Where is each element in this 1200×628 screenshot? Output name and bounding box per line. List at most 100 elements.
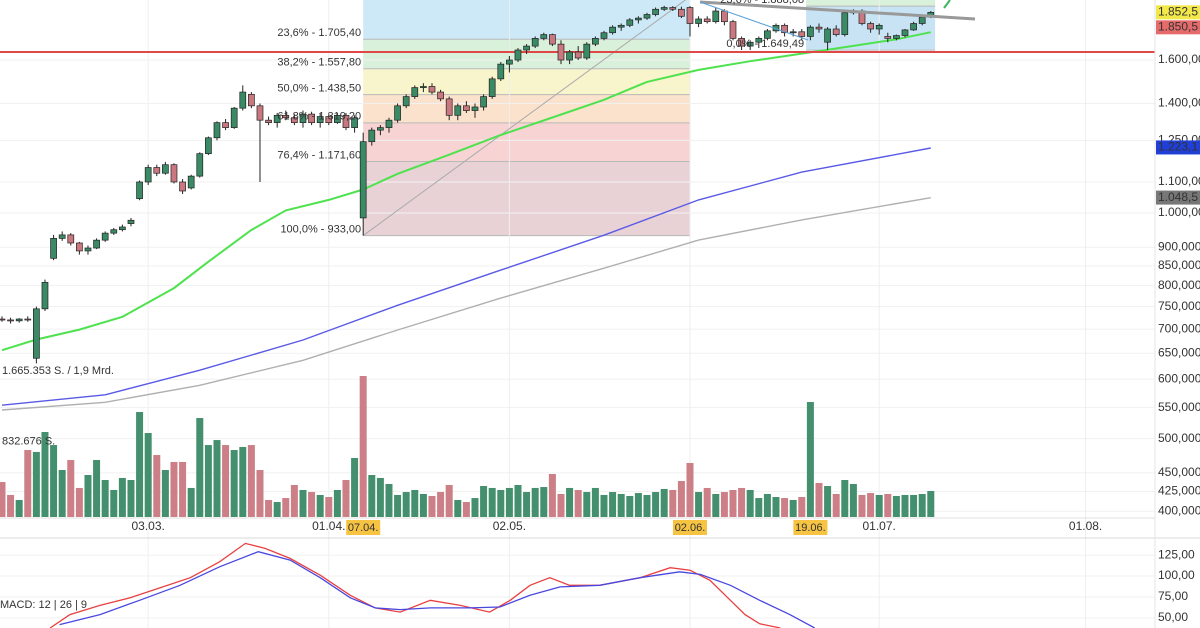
candle-body: [506, 59, 513, 65]
candle-body: [316, 116, 324, 123]
y-tick-label: 750,000: [1158, 299, 1200, 313]
candle-body: [488, 78, 496, 97]
background-layer: [363, 0, 936, 237]
volume-bar: [50, 445, 58, 517]
candle-body: [394, 105, 401, 121]
candle-body: [385, 119, 393, 128]
candle-body: [617, 24, 625, 28]
candle-body: [549, 34, 556, 45]
candle-body: [901, 29, 909, 36]
volume-bar: [428, 496, 436, 517]
volume-bar: [849, 483, 857, 517]
y-tick-label: 425,000: [1158, 484, 1200, 498]
volume-bar: [824, 486, 832, 517]
date-marker-label: 07.04.: [348, 522, 379, 534]
y-tick-label: 650,000: [1158, 345, 1200, 359]
candle-body: [265, 119, 272, 123]
candle-body: [273, 114, 281, 123]
candle-body: [884, 36, 892, 39]
volume-bar: [93, 460, 101, 517]
candle-body: [33, 308, 40, 359]
candle-body: [557, 43, 565, 61]
volume-bar: [394, 494, 402, 517]
x-tick-label: 01.04.: [312, 519, 345, 533]
candle-body: [248, 93, 255, 107]
candle-body: [411, 87, 419, 97]
price-layer: [0, 0, 1155, 411]
candle-body: [815, 26, 823, 30]
candle-body: [652, 8, 659, 15]
volume-bar: [75, 487, 83, 517]
candle-body: [0, 318, 6, 321]
x-tick-label: 01.07.: [863, 519, 896, 533]
volume-bar: [514, 484, 522, 517]
macd-tick-label: 50,00: [1158, 610, 1188, 624]
fib-label: 100,0% - 933,00: [280, 223, 361, 235]
volume-bar: [368, 475, 376, 517]
candle-body: [334, 114, 341, 123]
price-tag-label: 1.852,5: [1158, 4, 1198, 18]
volume-bar: [480, 486, 488, 517]
volume-bar: [686, 462, 694, 517]
volume-bar: [695, 492, 703, 517]
macd-tick-label: 100,00: [1158, 568, 1195, 582]
volume-bar: [127, 480, 135, 517]
candle-body: [420, 86, 427, 88]
volume-bar: [445, 484, 453, 517]
volume-bar: [815, 482, 823, 517]
candle-body: [583, 43, 591, 59]
y-tick-label: 1.400,00: [1158, 96, 1200, 110]
volume-bar: [858, 494, 866, 517]
moving-average: [1, 31, 932, 352]
volume-bar: [454, 499, 462, 517]
volume-bar: [712, 493, 720, 517]
volume-bar: [265, 499, 273, 517]
moving-average: [1, 197, 931, 411]
volume-bar: [0, 482, 6, 517]
candle-body: [540, 34, 548, 39]
candle-body: [463, 105, 470, 111]
date-marker: [346, 520, 381, 535]
fib-label: 0,0% - 1.649,49: [726, 38, 804, 50]
candle-body: [609, 26, 616, 34]
volume-bar: [703, 487, 711, 517]
candle-body: [643, 14, 651, 19]
volume-bar: [488, 487, 496, 517]
candle-body: [669, 7, 677, 10]
volume-bar: [7, 494, 15, 517]
volume-bar: [789, 499, 797, 517]
candle-body: [678, 8, 685, 17]
volume-bar: [239, 446, 247, 517]
candle-body: [256, 105, 264, 121]
fib-label: 23,6% - 1.705,40: [277, 27, 361, 39]
volume-bar: [634, 493, 642, 517]
volume-tick-label: 832.676 S.: [2, 435, 55, 447]
candle-body: [755, 38, 763, 43]
price-tag-label: 1.048,5: [1158, 190, 1198, 204]
candle-body: [162, 164, 169, 174]
volume-bar: [617, 493, 625, 517]
candle-body: [841, 12, 849, 35]
price-tag-label: 1.850,5: [1158, 19, 1198, 33]
volume-bar: [290, 484, 298, 517]
volume-bar: [746, 489, 754, 517]
volume-bar: [660, 488, 668, 517]
y-tick-label: 900,000: [1158, 239, 1200, 253]
fib-band: [363, 94, 690, 123]
candle-body: [282, 114, 290, 119]
fib-band: [363, 122, 690, 162]
candle-body: [497, 63, 505, 80]
candle-body: [196, 153, 204, 177]
volume-bar: [351, 457, 359, 517]
candle-body: [291, 117, 298, 123]
candle-body: [798, 31, 806, 37]
candle-body: [342, 114, 350, 128]
volume-bar: [583, 492, 591, 517]
volume-bar: [256, 470, 264, 517]
candle-body: [428, 86, 436, 93]
candle-body: [325, 116, 333, 123]
y-tick-label: 400,000: [1158, 503, 1200, 517]
volume-bar: [24, 450, 32, 517]
candle-body: [729, 21, 737, 39]
